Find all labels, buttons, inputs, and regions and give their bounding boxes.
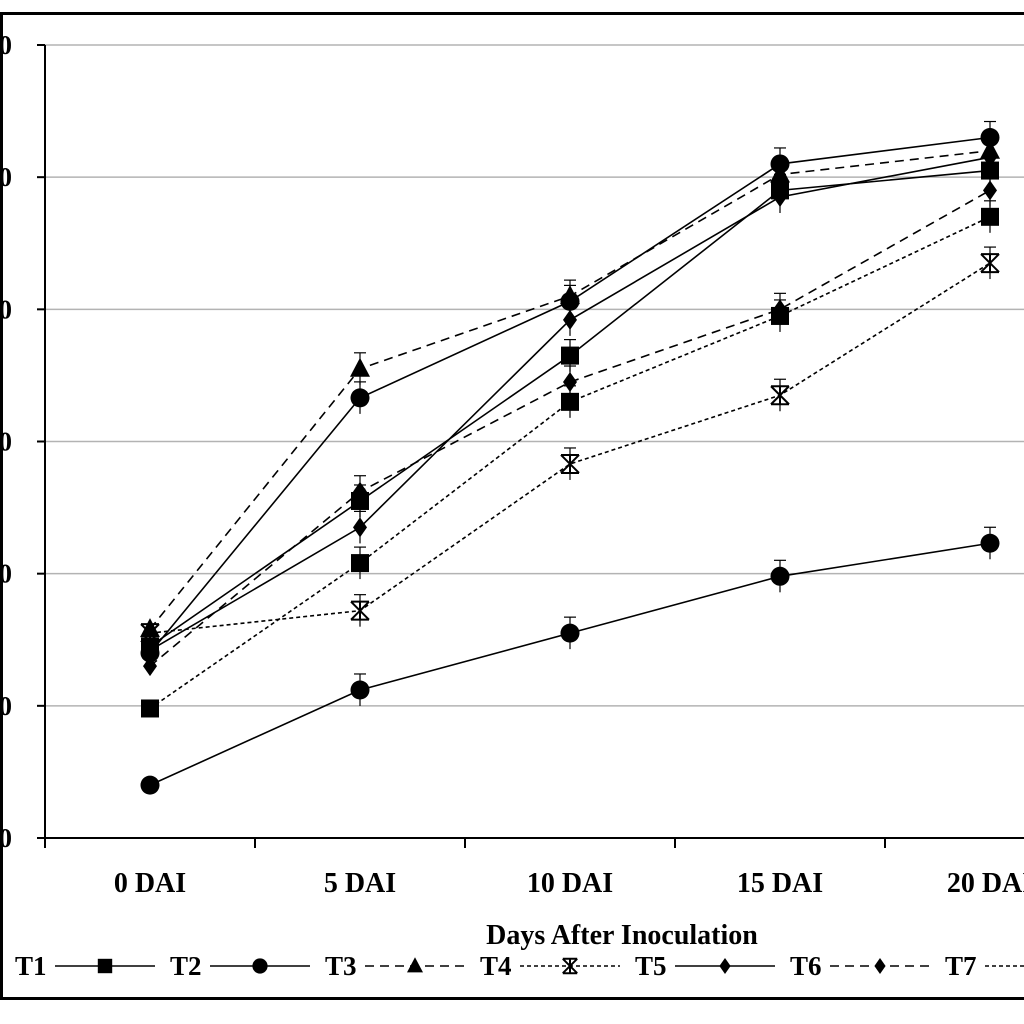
y-tick-label: 0 [0, 30, 12, 60]
data-point [560, 291, 580, 311]
x-axis-ticks: 0 DAI 5 DAI 10 DAI 15 DAI 20 DAI [44, 838, 1024, 899]
data-point [141, 699, 159, 718]
series-line [149, 189, 991, 667]
legend-item-T4: T4 [480, 951, 620, 981]
series-T4 [140, 246, 1000, 644]
data-point [561, 346, 579, 365]
y-tick-label: 0 [0, 427, 12, 457]
data-point [719, 958, 731, 974]
data-point [562, 957, 578, 975]
data-point [983, 180, 997, 201]
legend: T1T2T3T4T5T6T7T8 [15, 951, 1024, 981]
legend-item-T1: T1 [15, 951, 155, 981]
series-line [149, 262, 991, 634]
data-point [97, 958, 113, 974]
data-point [771, 306, 789, 325]
gridlines [45, 44, 1024, 707]
data-point [770, 154, 790, 174]
data-point [980, 128, 1000, 148]
y-tick-label: 0 [0, 559, 12, 589]
x-axis-title: Days After Inoculation [486, 920, 758, 951]
series-layer [140, 120, 1000, 795]
data-point [980, 533, 1000, 553]
legend-label: T5 [635, 951, 667, 981]
legend-label: T3 [325, 951, 357, 981]
data-point [980, 253, 1000, 274]
data-point [140, 775, 160, 795]
y-tick-label: 0 [0, 162, 12, 192]
data-point [140, 643, 160, 663]
data-point [773, 186, 787, 207]
data-point [770, 566, 790, 586]
data-point [561, 392, 579, 411]
data-point [351, 554, 369, 573]
data-point [981, 207, 999, 226]
data-point [560, 453, 580, 474]
x-tick-label: 20 DAI [947, 868, 1024, 899]
series-T8 [140, 120, 1000, 663]
legend-item-T5: T5 [635, 951, 775, 981]
data-point [350, 680, 370, 700]
chart-frame [0, 12, 1024, 1000]
legend-label: T7 [945, 951, 977, 981]
data-point [350, 357, 370, 377]
x-tick-label: 10 DAI [527, 868, 613, 899]
data-point [353, 481, 367, 502]
y-axis-ticks: 0 0 0 0 0 0 0 [0, 30, 45, 853]
y-tick-label: 0 [0, 691, 12, 721]
y-tick-label: 0 [0, 823, 12, 853]
legend-label: T2 [170, 951, 202, 981]
data-point [350, 388, 370, 408]
series-T2 [140, 526, 1000, 795]
legend-item-T6: T6 [790, 951, 930, 981]
legend-label: T6 [790, 951, 822, 981]
data-point [874, 958, 886, 974]
data-point [407, 957, 423, 973]
data-point [350, 600, 370, 621]
legend-item-T7: T7 [945, 951, 1024, 981]
legend-label: T4 [480, 951, 512, 981]
data-point [560, 623, 580, 643]
data-point [563, 372, 577, 393]
y-tick-label: 0 [0, 294, 12, 324]
legend-label: T1 [15, 951, 47, 981]
data-point [563, 309, 577, 330]
series-T7 [141, 200, 999, 718]
data-point [983, 147, 997, 168]
legend-item-T2: T2 [170, 951, 310, 981]
data-point [252, 958, 268, 974]
x-tick-label: 5 DAI [324, 868, 396, 899]
data-point [353, 517, 367, 538]
series-T6 [143, 173, 997, 677]
x-tick-label: 15 DAI [737, 868, 823, 899]
series-line [149, 542, 991, 786]
data-point [770, 385, 790, 406]
x-tick-label: 0 DAI [114, 868, 186, 899]
legend-item-T3: T3 [325, 951, 465, 981]
data-point [140, 623, 160, 644]
